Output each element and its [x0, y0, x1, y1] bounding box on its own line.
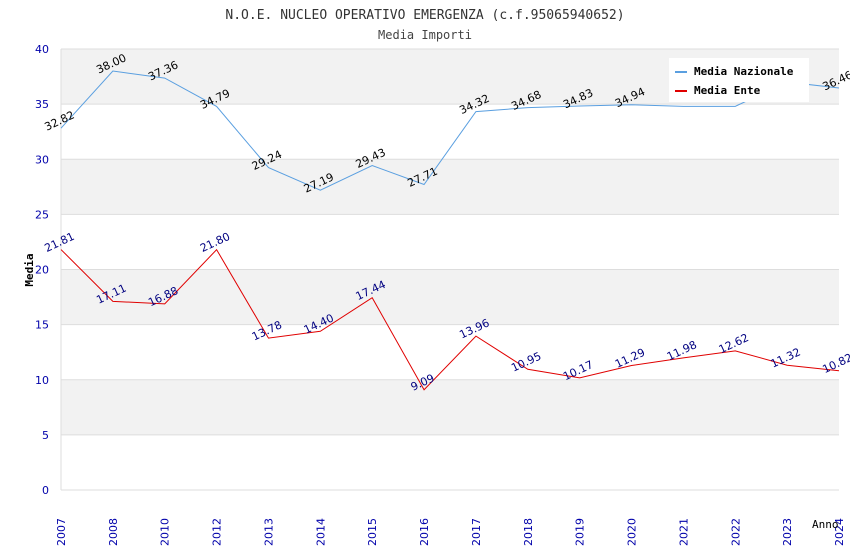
y-axis-ticks: 0 5 10 15 20 25 30 35 40: [35, 43, 49, 497]
x-tick-label: 2013: [262, 518, 275, 546]
x-tick-label: 2016: [418, 518, 431, 546]
x-tick-label: 2018: [522, 518, 535, 546]
series-line-media-ente: [60, 248, 840, 391]
plot-band: [61, 214, 839, 270]
x-tick-label: 2022: [729, 518, 742, 546]
y-tick-label: 15: [35, 319, 49, 332]
legend-label-media-nazionale: Media Nazionale: [694, 65, 794, 78]
plot-band: [61, 379, 839, 435]
plot-band: [61, 159, 839, 215]
y-tick-label: 20: [35, 264, 49, 277]
x-tick-label: 2019: [574, 518, 587, 546]
plot-band: [61, 434, 839, 490]
plot-band: [61, 269, 839, 325]
y-tick-label: 0: [42, 484, 49, 497]
x-tick-label: 2020: [626, 518, 639, 546]
x-tick-label: 2024: [833, 518, 846, 546]
y-tick-label: 5: [42, 429, 49, 442]
plot-band: [61, 104, 839, 160]
x-tick-label: 2007: [55, 518, 68, 546]
x-axis-label: Anno: [812, 518, 839, 531]
x-tick-label: 2014: [314, 518, 327, 546]
x-tick-label: 2015: [366, 518, 379, 546]
legend-label-media-ente: Media Ente: [694, 84, 761, 97]
y-tick-label: 10: [35, 374, 49, 387]
plot-bands: [61, 49, 839, 490]
chart-title: N.O.E. NUCLEO OPERATIVO EMERGENZA (c.f.9…: [225, 8, 624, 23]
chart-subtitle: Media Importi: [378, 28, 472, 42]
series-line-media-nazionale: [60, 70, 840, 191]
legend: Media Nazionale Media Ente: [669, 58, 809, 102]
series-lines: [60, 70, 840, 391]
gridlines: [60, 48, 839, 491]
y-tick-label: 25: [35, 208, 49, 221]
y-tick-label: 35: [35, 98, 49, 111]
y-tick-label: 40: [35, 43, 49, 56]
x-tick-label: 2010: [159, 518, 172, 546]
y-tick-label: 30: [35, 153, 49, 166]
x-axis-ticks: 2007 2008 2010 2012 2013 2014 2015 2016 2017 2018…: [55, 518, 846, 546]
x-tick-label: 2021: [677, 518, 690, 546]
x-tick-label: 2017: [470, 518, 483, 546]
x-tick-label: 2012: [211, 518, 224, 546]
legend-box: [669, 58, 809, 102]
x-tick-label: 2023: [781, 518, 794, 546]
y-axis-label: Media: [23, 253, 36, 286]
x-tick-label: 2008: [107, 518, 120, 546]
plot-band: [61, 324, 839, 380]
